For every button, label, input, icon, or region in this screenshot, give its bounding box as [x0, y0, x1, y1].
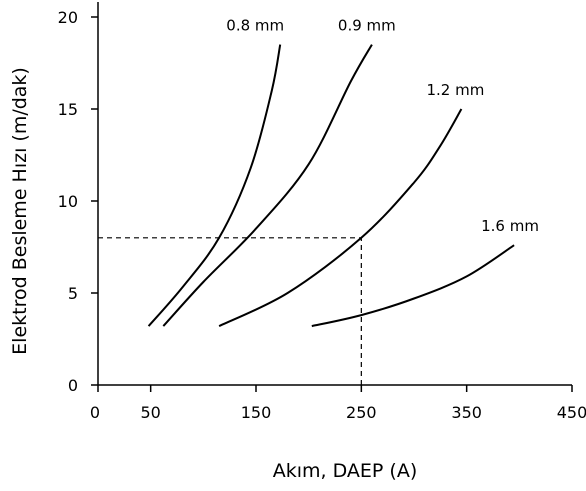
series-line-1-2-mm	[218, 108, 463, 328]
y-tick-label: 5	[68, 284, 78, 303]
series-line-1-6-mm	[311, 244, 515, 328]
x-tick-label: 50	[140, 403, 160, 422]
series-label: 1.6 mm	[481, 217, 539, 235]
x-tick-label: 250	[346, 403, 377, 422]
x-tick-label: 150	[241, 403, 272, 422]
x-axis-title: Akım, DAEP (A)	[273, 460, 418, 482]
y-tick-label: 10	[58, 192, 78, 211]
y-ticks: 0 5 10 15 20	[58, 8, 98, 395]
series-line-0-9-mm	[162, 44, 373, 327]
x-tick-label: 450	[557, 403, 586, 422]
x-tick-label: 0	[90, 403, 100, 422]
y-tick-label: 15	[58, 100, 78, 119]
series-label: 0.9 mm	[338, 17, 396, 35]
axes	[97, 2, 572, 386]
y-axis-title: Elektrod Besleme Hızı (m/dak)	[9, 67, 31, 355]
y-tick-label: 0	[68, 376, 78, 395]
y-tick-label: 20	[58, 8, 78, 27]
x-ticks: 0 50 150 250 350 450	[90, 385, 586, 422]
series-label: 1.2 mm	[426, 81, 484, 99]
series-label: 0.8 mm	[226, 17, 284, 35]
reference-guides	[98, 237, 362, 385]
x-tick-label: 350	[451, 403, 482, 422]
series-line-0-8-mm	[147, 44, 282, 327]
series-labels: 0.8 mm 0.9 mm 1.2 mm 1.6 mm	[226, 17, 539, 236]
series-lines	[147, 44, 515, 328]
